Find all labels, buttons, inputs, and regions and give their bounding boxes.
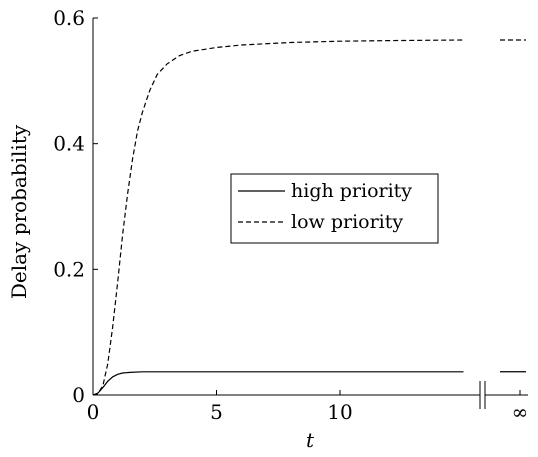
x-tick-label: 5 xyxy=(210,400,223,424)
tick-labels: 0 0.2 0.4 0.6 0 5 10 ∞ xyxy=(53,6,528,424)
y-tick-label: 0.2 xyxy=(53,257,85,281)
x-tick-label: 10 xyxy=(327,400,352,424)
x-tick-label-infinity: ∞ xyxy=(512,400,529,424)
x-tick-label: 0 xyxy=(87,400,100,424)
y-axis-label: Delay probability xyxy=(7,124,31,299)
x-axis-label: t xyxy=(306,428,315,452)
series-line-low-priority xyxy=(92,39,464,396)
y-tick-label: 0.6 xyxy=(53,6,85,30)
legend-label-low-priority: low priority xyxy=(291,211,403,233)
legend: high priority low priority xyxy=(230,173,439,244)
y-tick-label: 0.4 xyxy=(53,132,85,156)
series-layer xyxy=(92,39,526,396)
legend-box xyxy=(230,173,439,244)
series-line-high-priority xyxy=(92,371,464,396)
y-tick-label: 0 xyxy=(72,383,85,407)
legend-label-high-priority: high priority xyxy=(291,180,412,202)
